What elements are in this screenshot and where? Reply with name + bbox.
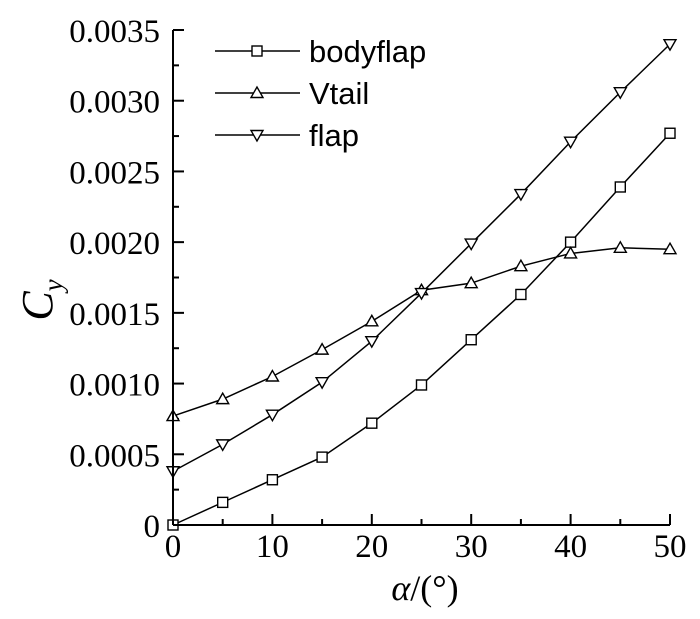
data-point xyxy=(366,417,378,429)
data-point xyxy=(664,127,676,139)
y-axis-label-main: C xyxy=(13,291,62,321)
series-line xyxy=(172,247,671,417)
series-flap xyxy=(165,38,678,479)
data-point xyxy=(662,38,678,52)
x-tick-label: 20 xyxy=(355,529,388,565)
data-point xyxy=(515,288,527,301)
legend-item: bodyflap xyxy=(215,34,426,69)
data-point xyxy=(613,87,628,100)
data-point xyxy=(215,439,230,452)
legend-marker xyxy=(251,45,263,57)
x-axis-label-symbol: α xyxy=(391,568,411,608)
data-point xyxy=(513,188,529,202)
y-tick-label: 0.0030 xyxy=(69,85,160,121)
data-point xyxy=(563,136,578,150)
legend-label: Vtail xyxy=(309,76,369,111)
y-tick-label: 0 xyxy=(144,509,161,545)
x-tick-label: 30 xyxy=(455,529,488,565)
x-axis-label-unit: /(°) xyxy=(410,568,458,608)
x-tick-label: 50 xyxy=(654,529,687,565)
data-point xyxy=(613,240,628,254)
data-point xyxy=(463,275,479,289)
legend-item: flap xyxy=(215,118,359,153)
data-point xyxy=(216,496,229,509)
ticks-layer: 0 10 20 30 40 50 0 0.0005 0.0010 0.0015 0.0020 0.00… xyxy=(69,14,686,565)
legend-label: bodyflap xyxy=(309,34,426,69)
data-point xyxy=(614,181,626,193)
data-point xyxy=(316,451,328,463)
y-tick-label: 0.0035 xyxy=(69,14,160,50)
x-tick-label: 40 xyxy=(554,529,587,565)
data-point xyxy=(513,258,529,272)
data-point xyxy=(314,342,330,355)
data-point xyxy=(314,376,330,390)
x-axis-label: α/(°) xyxy=(391,568,458,608)
x-tick-label: 10 xyxy=(256,529,289,565)
legend-marker xyxy=(249,85,265,99)
y-tick-label: 0.0005 xyxy=(69,438,160,474)
data-point xyxy=(564,236,577,248)
data-point xyxy=(463,238,479,251)
y-tick-label: 0.0015 xyxy=(69,297,160,333)
series-line xyxy=(172,132,671,526)
data-point xyxy=(215,391,230,405)
data-point xyxy=(662,241,678,255)
data-point xyxy=(465,334,477,346)
legend-label: flap xyxy=(309,118,359,153)
data-point xyxy=(364,335,380,349)
legend: bodyflap Vtail flap xyxy=(215,34,426,153)
series-bodyflap xyxy=(167,127,676,531)
data-point xyxy=(414,287,429,301)
series-line xyxy=(172,43,671,472)
data-point xyxy=(266,474,279,486)
svg-text:Cy: Cy xyxy=(13,279,68,320)
y-tick-label: 0.0020 xyxy=(69,226,160,262)
y-tick-label: 0.0025 xyxy=(69,155,160,191)
data-point xyxy=(265,369,280,382)
data-point xyxy=(364,313,380,327)
y-axis-label-sub: y xyxy=(38,279,68,294)
series-layer xyxy=(165,38,678,531)
y-tick-label: 0.0010 xyxy=(69,368,160,404)
data-point xyxy=(265,409,280,423)
data-point xyxy=(563,246,578,259)
y-axis-label: Cy xyxy=(13,279,68,320)
legend-item: Vtail xyxy=(215,76,369,111)
series-vtail xyxy=(165,240,678,422)
data-point xyxy=(415,379,428,391)
x-tick-label: 0 xyxy=(165,529,182,565)
legend-marker xyxy=(249,129,265,143)
